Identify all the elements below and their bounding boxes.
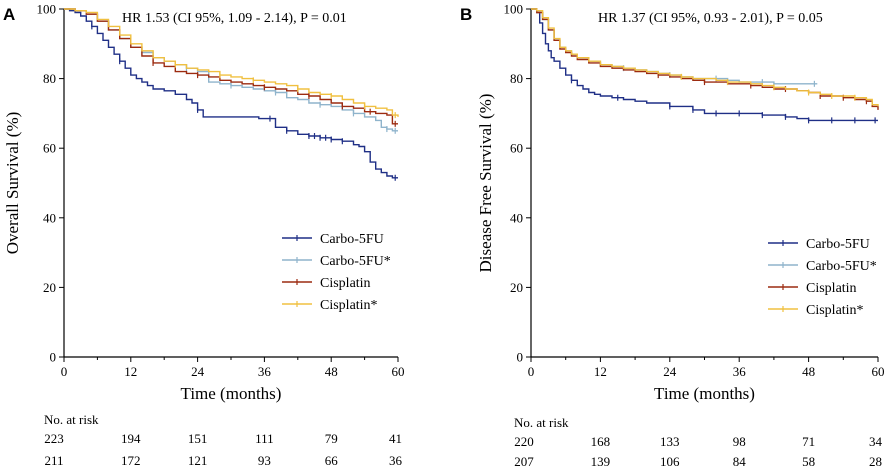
a-x-tick-label: 48 — [325, 364, 338, 379]
a-x-tick-label: 24 — [191, 364, 205, 379]
a-risk-value: 194 — [121, 431, 141, 446]
b-risk-value: 133 — [660, 434, 680, 449]
a-y-tick-label: 20 — [43, 280, 56, 295]
panel-a-letter: A — [3, 5, 15, 24]
b-x-tick-label: 36 — [733, 364, 747, 379]
a-risk-value: 211 — [44, 453, 63, 468]
a-series-line-carbo-5fu- — [64, 8, 398, 132]
b-y-tick-label: 40 — [510, 210, 523, 225]
b-hr-annotation: HR 1.37 (CI 95%, 0.93 - 2.01), P = 0.05 — [598, 11, 823, 26]
b-x-tick-label: 12 — [594, 364, 607, 379]
b-risk-value: 71 — [802, 434, 815, 449]
a-y-tick-label: 40 — [43, 210, 56, 225]
a-series-line-cisplatin — [64, 8, 398, 125]
a-risk-title: No. at risk — [44, 412, 99, 427]
b-y-axis-title: Disease Free Survival (%) — [476, 94, 495, 273]
b-risk-value: 98 — [733, 434, 746, 449]
a-risk-value: 66 — [325, 453, 339, 468]
b-risk-value: 28 — [869, 454, 882, 469]
a-risk-value: 121 — [188, 453, 208, 468]
a-x-axis-title: Time (months) — [181, 384, 282, 403]
b-legend-label: Carbo-5FU — [806, 237, 870, 252]
a-legend-label: Carbo-5FU — [320, 232, 384, 247]
panel-b: B 0 12 24 36 48 60 0 20 40 60 80 100 Time (months) Di… — [460, 2, 885, 470]
b-y-tick-label: 60 — [510, 141, 523, 156]
panel-b-plot: 0 12 24 36 48 60 0 20 40 60 80 100 Time (months) Dise… — [476, 2, 885, 470]
b-legend-label: Carbo-5FU* — [806, 259, 877, 274]
a-x-tick-label: 12 — [124, 364, 137, 379]
b-y-tick-label: 100 — [504, 2, 524, 17]
a-x-tick-label: 36 — [258, 364, 272, 379]
a-legend-label: Carbo-5FU* — [320, 254, 391, 269]
b-risk-value: 84 — [733, 454, 747, 469]
b-risk-value: 139 — [591, 454, 611, 469]
panel-a: A 0 12 24 36 48 60 0 20 40 60 80 100 Time (months) Ov… — [3, 2, 405, 469]
b-x-axis-title: Time (months) — [654, 384, 755, 403]
a-y-axis-title: Overall Survival (%) — [3, 112, 22, 255]
b-risk-title: No. at risk — [514, 415, 569, 430]
a-y-tick-label: 80 — [43, 71, 56, 86]
a-series-line-carbo-5fu — [64, 8, 398, 179]
a-risk-value: 172 — [121, 453, 141, 468]
a-risk-value: 111 — [255, 431, 274, 446]
b-x-tick-label: 48 — [802, 364, 815, 379]
a-x-tick-label: 0 — [61, 364, 68, 379]
a-risk-value: 79 — [325, 431, 338, 446]
a-risk-value: 36 — [389, 453, 403, 468]
a-legend-label: Cisplatin* — [320, 298, 378, 313]
b-risk-value: 58 — [802, 454, 815, 469]
b-risk-value: 207 — [514, 454, 534, 469]
b-legend-label: Cisplatin* — [806, 303, 864, 318]
b-risk-value: 220 — [514, 434, 534, 449]
a-risk-value: 93 — [258, 453, 271, 468]
b-y-tick-label: 0 — [517, 350, 524, 365]
a-hr-annotation: HR 1.53 (CI 95%, 1.09 - 2.14), P = 0.01 — [122, 11, 347, 26]
b-risk-value: 168 — [591, 434, 611, 449]
b-y-tick-label: 20 — [510, 280, 523, 295]
a-y-tick-label: 60 — [43, 141, 56, 156]
a-legend-label: Cisplatin — [320, 276, 371, 291]
a-risk-value: 41 — [389, 431, 402, 446]
a-x-tick-label: 60 — [392, 364, 405, 379]
a-risk-value: 151 — [188, 431, 208, 446]
b-x-tick-label: 0 — [528, 364, 535, 379]
a-series-line-cisplatin- — [64, 8, 399, 117]
b-x-tick-label: 24 — [663, 364, 677, 379]
a-y-tick-label: 0 — [50, 350, 57, 365]
a-risk-value: 223 — [44, 431, 64, 446]
b-risk-value: 34 — [869, 434, 883, 449]
panel-a-plot: 0 12 24 36 48 60 0 20 40 60 80 100 Time (months) Over… — [3, 2, 405, 469]
b-y-tick-label: 80 — [510, 71, 523, 86]
panel-b-letter: B — [460, 5, 472, 24]
b-x-tick-label: 60 — [872, 364, 885, 379]
b-risk-value: 106 — [660, 454, 680, 469]
a-y-tick-label: 100 — [37, 2, 57, 17]
b-legend-label: Cisplatin — [806, 281, 857, 296]
